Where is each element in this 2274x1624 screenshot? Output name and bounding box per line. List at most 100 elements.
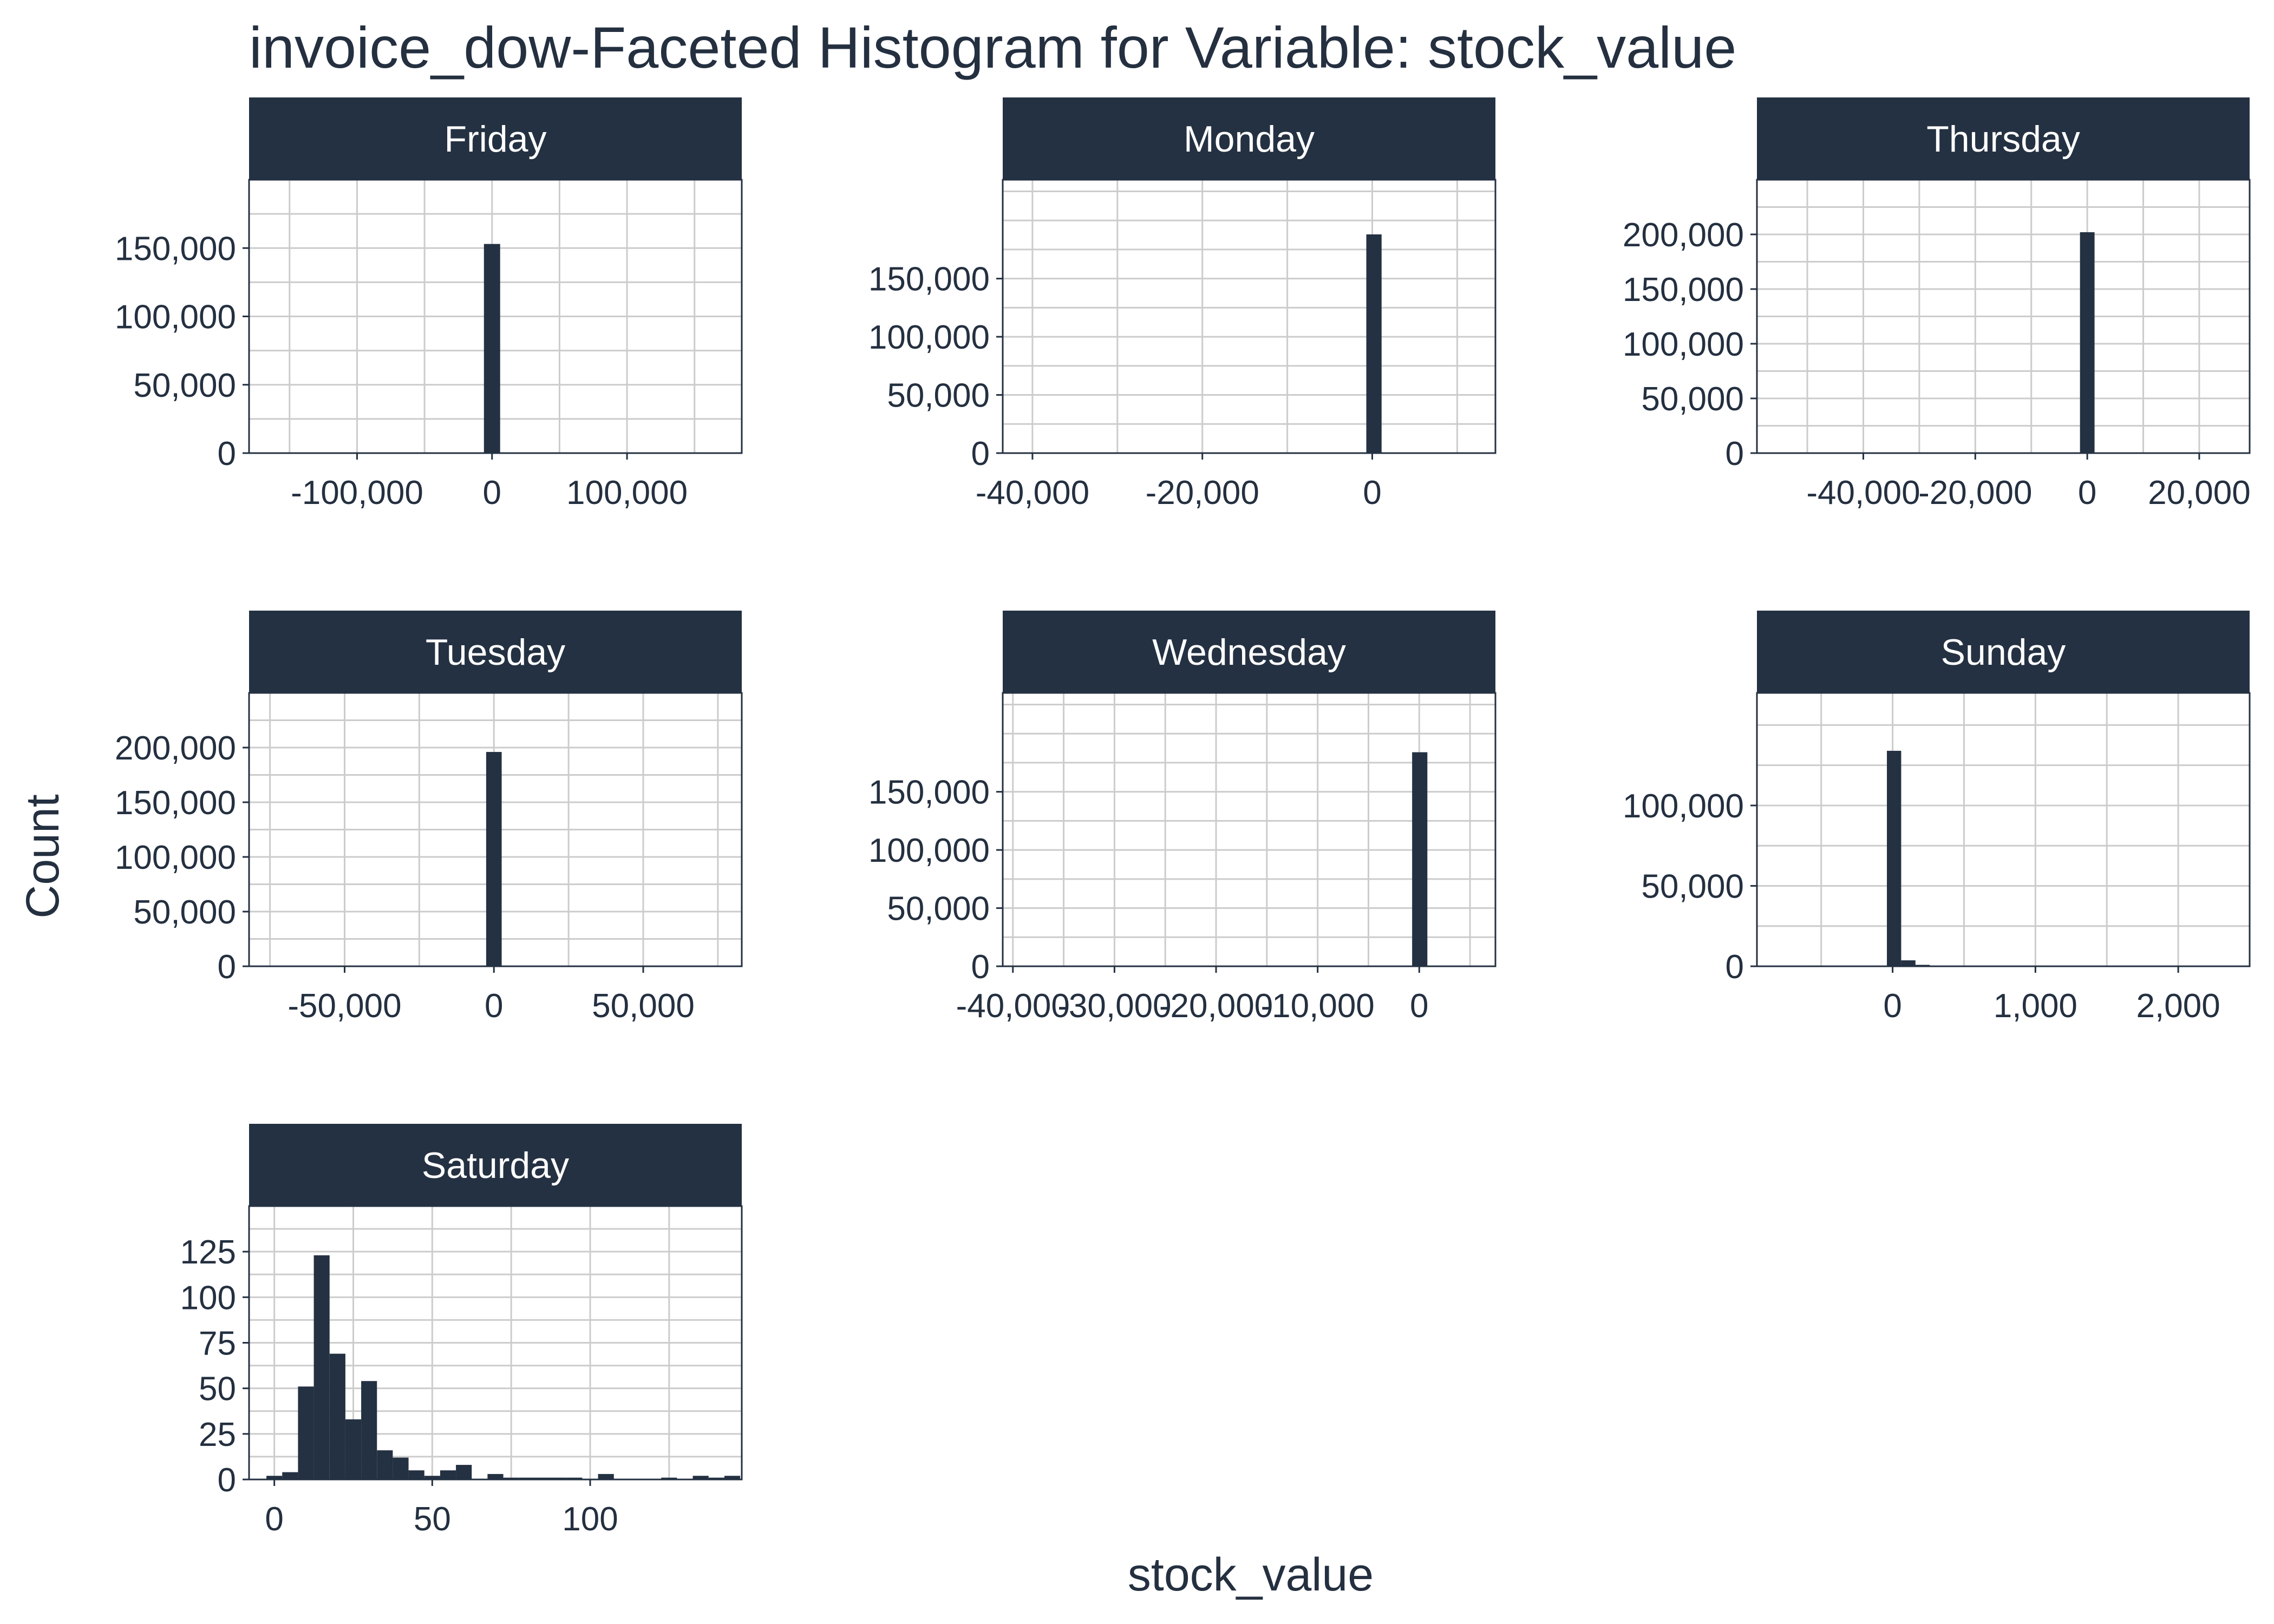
facet-monday: Monday 0 50,000 100,000 150,000 -40,000 -20,00… [868, 97, 1497, 512]
y-tick-label: 150,000 [868, 774, 990, 811]
y-tick-label: 0 [1726, 435, 1744, 473]
y-tick-label: 75 [199, 1325, 236, 1363]
histogram-bar [708, 1477, 724, 1479]
y-tick-label: 200,000 [115, 730, 236, 767]
y-tick-label: 0 [218, 435, 236, 473]
facet-strip [1757, 97, 2250, 180]
facet-bars [483, 244, 500, 453]
facet-bars [1412, 752, 1443, 966]
x-tick-label: 0 [1410, 987, 1428, 1025]
x-tick-label: -20,000 [1146, 474, 1259, 512]
histogram-bar [329, 1353, 345, 1479]
facet-bars [1366, 234, 1382, 453]
histogram-bar [598, 1474, 614, 1479]
histogram-bar [724, 1476, 741, 1479]
x-tick-label: -20,000 [1918, 474, 2032, 512]
y-tick-label: 0 [1726, 948, 1744, 986]
y-tick-label: 100,000 [868, 832, 990, 869]
facet-panel-frame [1002, 179, 1497, 454]
x-tick-label: -40,000 [976, 474, 1089, 512]
facet-strip-label: Sunday [1941, 632, 2066, 673]
facets-layer: Friday 0 50,000 100,000 150,000 -100,000 0 100,… [115, 97, 2251, 1538]
y-tick-label: 100,000 [1623, 326, 1744, 363]
histogram-bar [1412, 752, 1428, 966]
x-tick-label: 0 [483, 474, 501, 512]
y-tick-label: 150,000 [868, 261, 990, 298]
x-tick-label: 0 [265, 1501, 283, 1538]
y-tick-label: 125 [180, 1234, 236, 1271]
y-tick-label: 50,000 [887, 377, 990, 415]
facet-grid [1757, 693, 2250, 966]
facet-bars [266, 1255, 741, 1479]
y-tick-label: 25 [199, 1416, 236, 1453]
facet-strip-label: Saturday [422, 1145, 569, 1186]
y-tick-label: 50,000 [887, 890, 990, 928]
y-axis-label: Count [17, 794, 69, 919]
histogram-bar [393, 1457, 409, 1479]
x-tick-label: 50,000 [592, 987, 695, 1025]
histogram-bar [298, 1386, 314, 1479]
histogram-bar [692, 1476, 709, 1479]
facet-sunday: Sunday 0 50,000 100,000 0 1,000 2,000 [1623, 611, 2251, 1025]
histogram-bar [1366, 234, 1382, 453]
facet-strip-label: Tuesday [426, 632, 565, 673]
histogram-bar [551, 1477, 567, 1479]
facet-strip-label: Monday [1184, 119, 1315, 160]
histogram-bar [519, 1477, 535, 1479]
facet-thursday: Thursday 0 50,000 100,000 150,000 200,000 -40,… [1623, 97, 2251, 512]
facet-strip-label: Friday [445, 119, 547, 160]
y-tick-label: 0 [971, 435, 990, 473]
x-axis-label: stock_value [1128, 1549, 1374, 1601]
y-tick-label: 100,000 [115, 299, 236, 336]
x-tick-label: 0 [1363, 474, 1381, 512]
facet-panel-frame [248, 692, 743, 967]
y-tick-label: 0 [218, 1462, 236, 1499]
histogram-bar [534, 1477, 551, 1479]
facet-bars [1887, 750, 1958, 966]
facet-grid [1757, 180, 2250, 453]
y-tick-label: 150,000 [1623, 271, 1744, 309]
x-tick-label: -40,000 [956, 987, 1070, 1025]
facet-strip [1003, 97, 1495, 180]
y-tick-label: 100,000 [868, 319, 990, 356]
facet-strip [1003, 611, 1495, 693]
histogram-bar [266, 1476, 283, 1479]
histogram-bar [2080, 232, 2095, 453]
histogram-bar [483, 244, 500, 453]
facet-bars [2080, 232, 2095, 453]
x-tick-label: -10,000 [1261, 987, 1375, 1025]
y-tick-label: 50,000 [1641, 868, 1744, 905]
x-tick-label: 20,000 [2148, 474, 2251, 512]
histogram-bar [661, 1477, 677, 1479]
x-tick-label: -50,000 [287, 987, 401, 1025]
x-tick-label: 0 [2078, 474, 2096, 512]
facet-strip [1757, 611, 2250, 693]
histogram-bar [424, 1476, 440, 1479]
x-tick-label: 100,000 [566, 474, 688, 512]
x-tick-label: 0 [1883, 987, 1901, 1025]
y-tick-label: 150,000 [115, 230, 236, 267]
facet-panel-frame [1756, 692, 2251, 967]
x-tick-label: -20,000 [1159, 987, 1273, 1025]
histogram-bar [377, 1450, 393, 1479]
facet-panel-frame [1756, 179, 2251, 454]
histogram-bar [1901, 960, 1916, 966]
facet-strip [249, 1124, 742, 1206]
facet-saturday: Saturday 0 25 50 75 100 125 0 50 100 [180, 1124, 743, 1538]
y-tick-label: 0 [971, 948, 990, 986]
x-tick-label: -100,000 [291, 474, 423, 512]
y-tick-label: 50,000 [1641, 381, 1744, 418]
histogram-bar [503, 1477, 519, 1479]
y-tick-label: 50,000 [133, 367, 236, 404]
histogram-bar [408, 1470, 424, 1479]
x-tick-label: 0 [485, 987, 503, 1025]
x-tick-label: -40,000 [1806, 474, 1920, 512]
histogram-bar [1887, 750, 1901, 966]
y-tick-label: 100,000 [1623, 788, 1744, 825]
y-tick-label: 200,000 [1623, 217, 1744, 254]
histogram-bar [313, 1255, 330, 1479]
y-tick-label: 50,000 [133, 894, 236, 931]
facet-friday: Friday 0 50,000 100,000 150,000 -100,000 0 100,… [115, 97, 743, 512]
y-tick-label: 150,000 [115, 784, 236, 822]
